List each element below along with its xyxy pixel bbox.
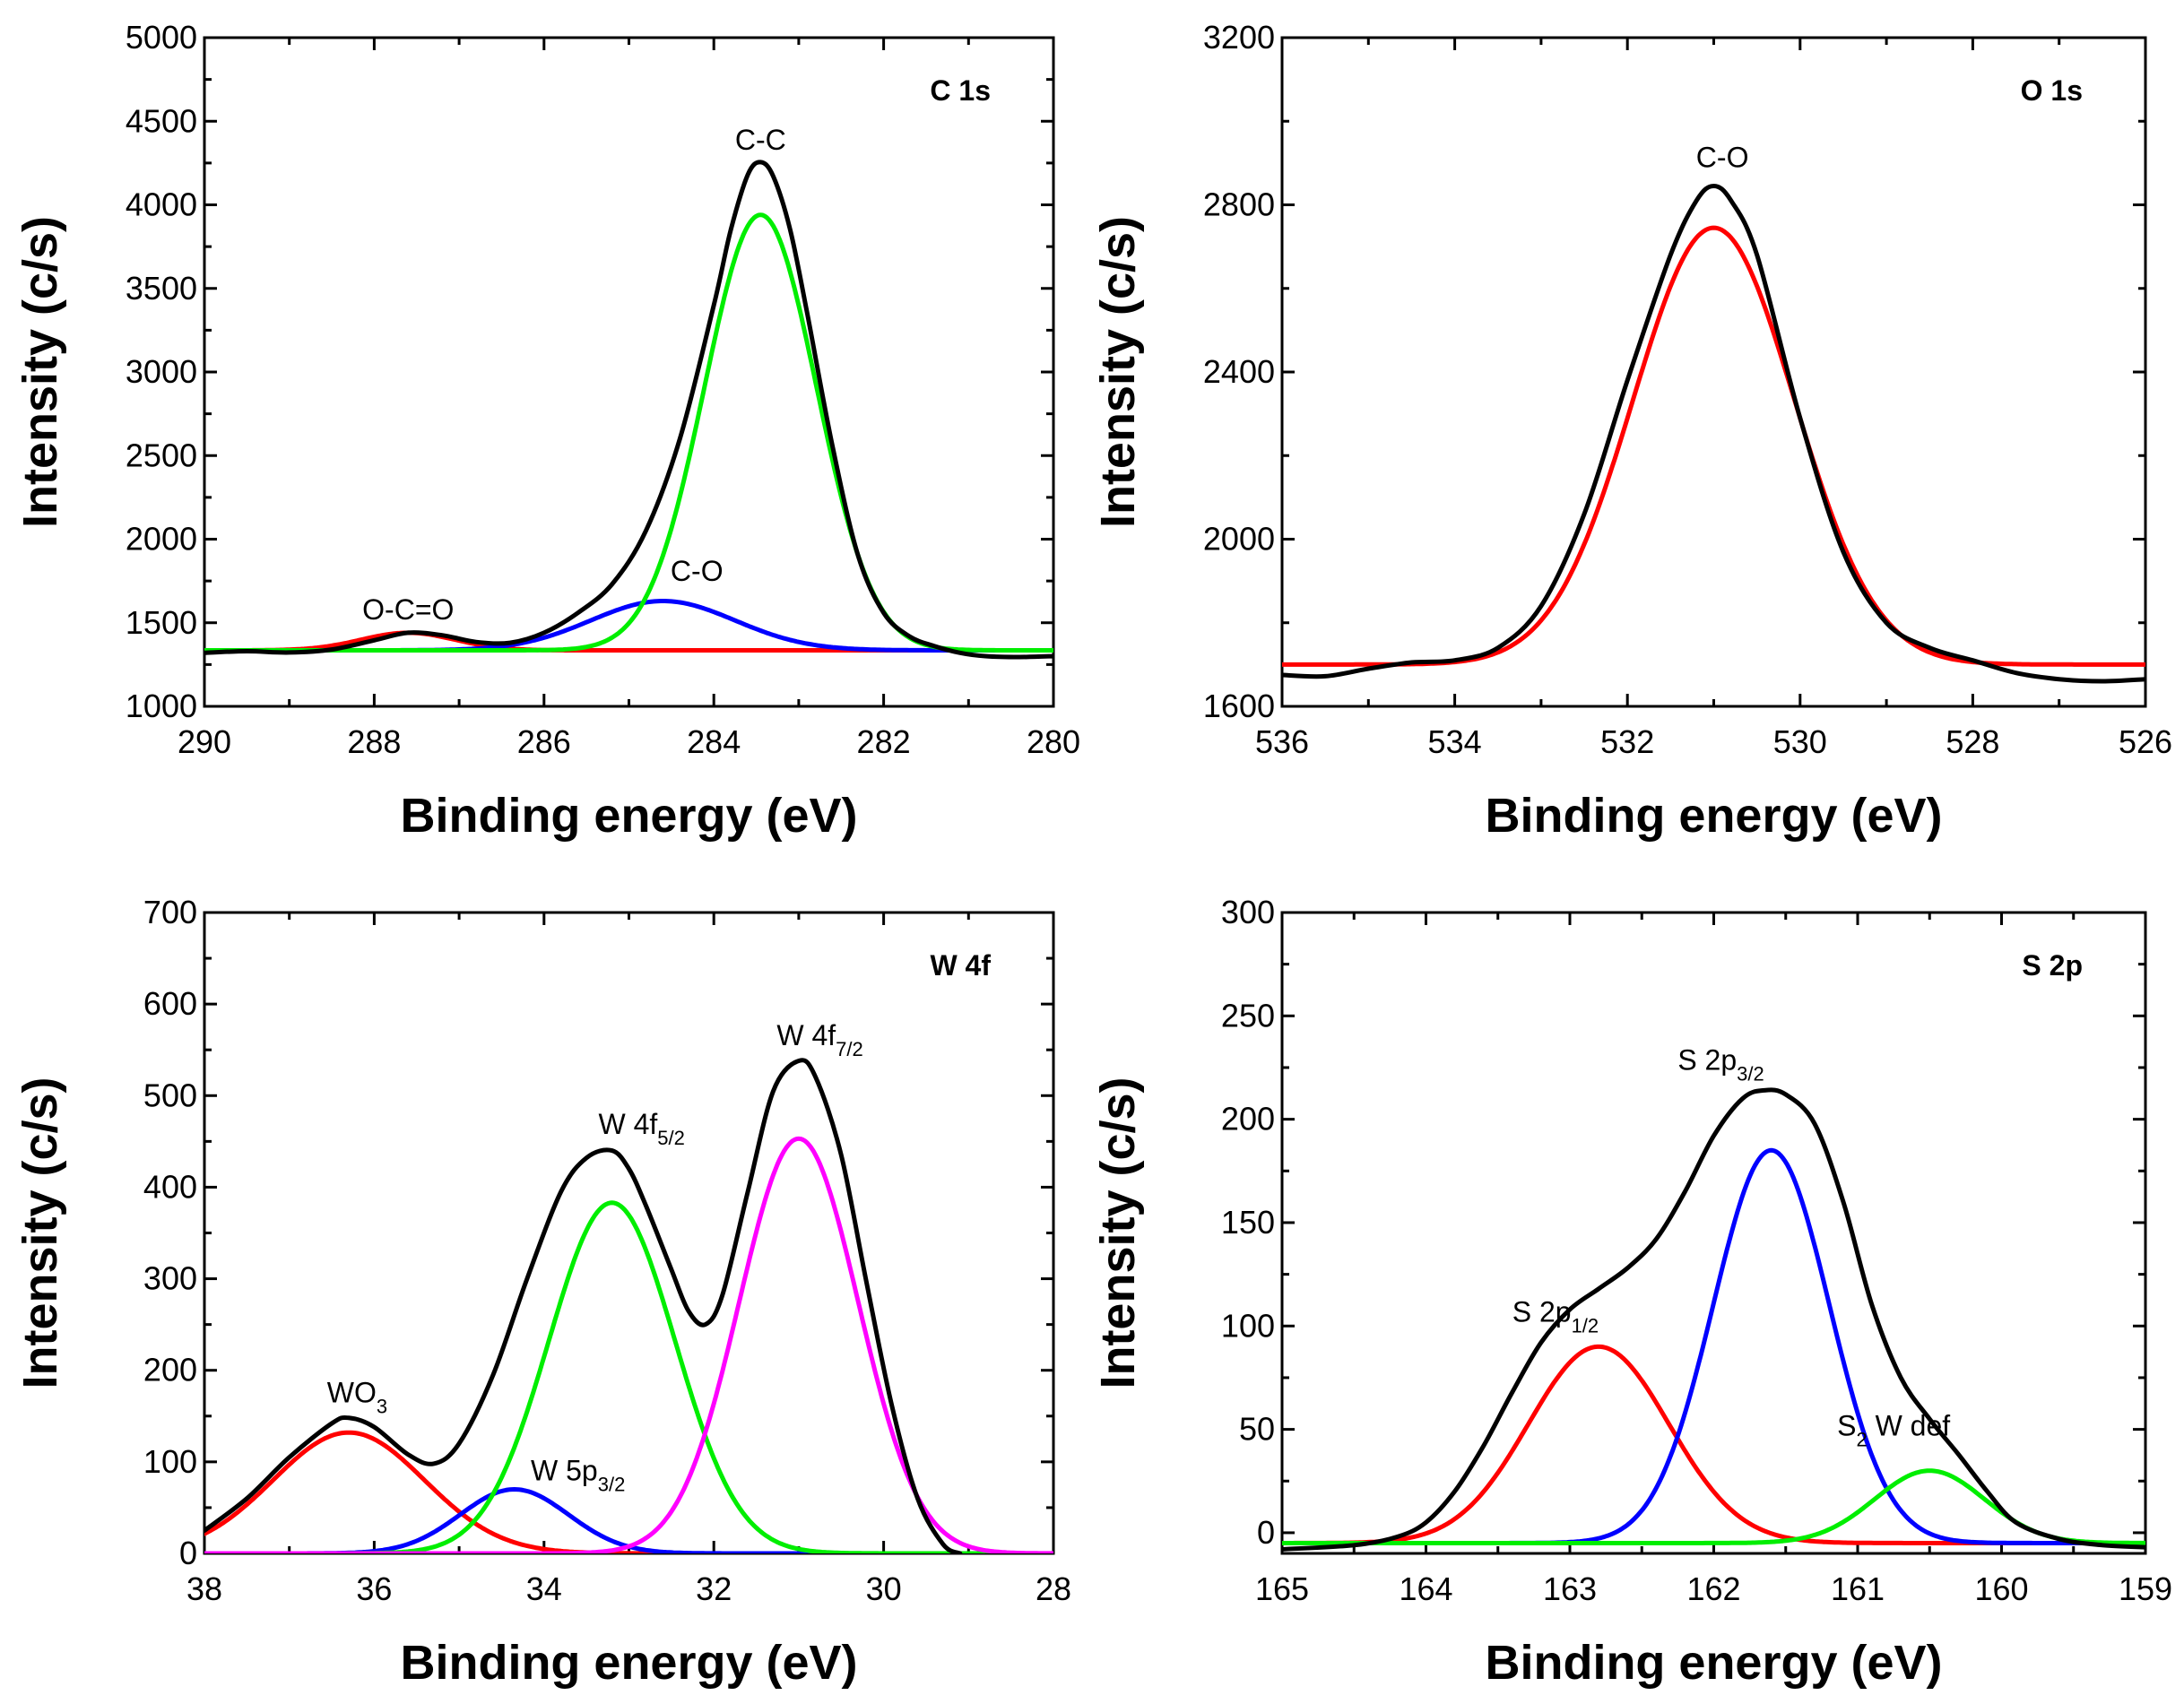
y-tick-label: 2400 bbox=[1203, 353, 1275, 390]
y-tick-label: 1600 bbox=[1203, 688, 1275, 724]
y-tick-label: 400 bbox=[143, 1168, 197, 1205]
y-tick-label: 4500 bbox=[126, 102, 197, 139]
x-tick-label: 30 bbox=[866, 1570, 902, 1607]
panel-title: W 4f bbox=[930, 949, 991, 982]
x-tick-label: 536 bbox=[1255, 723, 1309, 760]
y-tick-label: 700 bbox=[143, 894, 197, 930]
component-curve-c-o bbox=[1282, 225, 2145, 667]
peak-label: W 4f7/2 bbox=[776, 1019, 862, 1060]
y-axis-title: Intensity (c/s) bbox=[13, 1077, 67, 1388]
x-axis-title: Binding energy (eV) bbox=[400, 1636, 857, 1690]
x-tick-label: 28 bbox=[1036, 1570, 1071, 1607]
y-tick-label: 3500 bbox=[126, 270, 197, 307]
y-tick-label: 200 bbox=[1221, 1101, 1275, 1137]
y-tick-label: 300 bbox=[143, 1260, 197, 1297]
x-tick-label: 162 bbox=[1686, 1570, 1740, 1607]
peak-label: W 5p3/2 bbox=[531, 1454, 625, 1495]
x-axis-title: Binding energy (eV) bbox=[1485, 1636, 1942, 1690]
x-tick-label: 161 bbox=[1831, 1570, 1885, 1607]
y-tick-label: 3000 bbox=[126, 353, 197, 390]
x-tick-label: 34 bbox=[526, 1570, 562, 1607]
x-tick-label: 534 bbox=[1428, 723, 1482, 760]
panel-w4f: 38 36 34 32 30 28 0 100 200 300 400 500 600 700 Bindin… bbox=[13, 894, 1071, 1690]
y-tick-label: 250 bbox=[1221, 997, 1275, 1034]
y-tick-label: 2000 bbox=[1203, 521, 1275, 558]
peak-label: C-O bbox=[1696, 142, 1749, 174]
curves bbox=[1282, 1087, 2145, 1552]
x-tick-label: 288 bbox=[347, 723, 401, 760]
y-tick-label: 1500 bbox=[126, 604, 197, 641]
peak-label: S 2p3/2 bbox=[1677, 1043, 1764, 1085]
panel-title: O 1s bbox=[2021, 74, 2083, 107]
x-tick-label: 532 bbox=[1600, 723, 1654, 760]
x-tick-label: 164 bbox=[1399, 1570, 1452, 1607]
y-axis-title: Intensity (c/s) bbox=[13, 216, 67, 528]
curves bbox=[204, 160, 1053, 660]
y-tick-label: 200 bbox=[143, 1352, 197, 1388]
y-tick-label: 2500 bbox=[126, 437, 197, 473]
envelope-curve bbox=[1282, 184, 2145, 684]
peak-label: O-C=O bbox=[362, 593, 454, 626]
x-tick-label: 165 bbox=[1255, 1570, 1309, 1607]
y-tick-label: 100 bbox=[1221, 1307, 1275, 1344]
y-tick-label: 4000 bbox=[126, 186, 197, 223]
x-tick-label: 284 bbox=[687, 723, 741, 760]
component-curve-w-4f7-2 bbox=[204, 1136, 1053, 1553]
plot-frame bbox=[1280, 36, 2147, 708]
x-tick-label: 282 bbox=[857, 723, 911, 760]
y-tick-label: 5000 bbox=[126, 19, 197, 56]
peak-label: S2 W def bbox=[1837, 1410, 1950, 1451]
x-tick-label: 32 bbox=[696, 1570, 732, 1607]
peak-label: W 4f5/2 bbox=[599, 1108, 685, 1149]
component-curve-s-2p3-2 bbox=[1282, 1147, 2145, 1545]
x-axis-title: Binding energy (eV) bbox=[1485, 789, 1942, 843]
envelope-curve bbox=[204, 1058, 963, 1553]
x-tick-label: 163 bbox=[1543, 1570, 1597, 1607]
curves bbox=[1282, 184, 2145, 684]
y-tick-label: 100 bbox=[143, 1443, 197, 1480]
y-axis-title: Intensity (c/s) bbox=[1091, 1077, 1145, 1388]
x-tick-label: 286 bbox=[517, 723, 571, 760]
y-tick-label: 150 bbox=[1221, 1204, 1275, 1241]
y-tick-label: 600 bbox=[143, 985, 197, 1022]
y-tick-label: 300 bbox=[1221, 894, 1275, 930]
plot-frame bbox=[203, 911, 1055, 1555]
x-tick-label: 528 bbox=[1946, 723, 1999, 760]
panel-s2p: 165 164 163 162 161 160 159 0 50 100 150 200 250 300 B… bbox=[1091, 894, 2172, 1690]
y-axis-title: Intensity (c/s) bbox=[1091, 216, 1145, 528]
y-tick-label: 3200 bbox=[1203, 19, 1275, 56]
component-curve-wo3 bbox=[204, 1430, 1053, 1553]
peak-label: WO3 bbox=[327, 1376, 387, 1417]
x-tick-label: 280 bbox=[1027, 723, 1080, 760]
panel-c1s: 290 288 286 284 282 280 1000 1500 2000 2500 3000 35… bbox=[13, 19, 1080, 843]
x-tick-label: 526 bbox=[2119, 723, 2172, 760]
panel-title: C 1s bbox=[930, 74, 991, 107]
y-tick-label: 2000 bbox=[126, 521, 197, 558]
x-tick-label: 38 bbox=[186, 1570, 222, 1607]
peak-label: S 2p1/2 bbox=[1512, 1296, 1599, 1337]
x-tick-label: 36 bbox=[356, 1570, 392, 1607]
envelope-curve bbox=[1282, 1087, 2145, 1552]
y-tick-label: 50 bbox=[1239, 1411, 1275, 1448]
x-axis-title: Binding energy (eV) bbox=[400, 789, 857, 843]
envelope-curve bbox=[204, 160, 1053, 660]
component-curve-s-2p1-2 bbox=[1282, 1344, 2145, 1545]
curves bbox=[204, 1058, 1053, 1553]
x-tick-label: 290 bbox=[178, 723, 231, 760]
y-tick-label: 0 bbox=[179, 1535, 197, 1571]
panel-title: S 2p bbox=[2022, 949, 2083, 982]
plot-frame bbox=[1280, 911, 2147, 1555]
y-tick-label: 2800 bbox=[1203, 186, 1275, 223]
peak-label: C-O bbox=[671, 555, 724, 587]
component-curve-c-c bbox=[204, 212, 1053, 653]
x-tick-label: 530 bbox=[1773, 723, 1827, 760]
x-tick-label: 159 bbox=[2119, 1570, 2172, 1607]
y-tick-label: 0 bbox=[1257, 1514, 1275, 1551]
y-tick-label: 500 bbox=[143, 1077, 197, 1113]
x-tick-label: 160 bbox=[1974, 1570, 2028, 1607]
panel-o1s: 536 534 532 530 528 526 1600 2000 2400 2800 3200 Bi… bbox=[1091, 19, 2172, 843]
peak-label: C-C bbox=[735, 124, 786, 156]
y-tick-label: 1000 bbox=[126, 688, 197, 724]
